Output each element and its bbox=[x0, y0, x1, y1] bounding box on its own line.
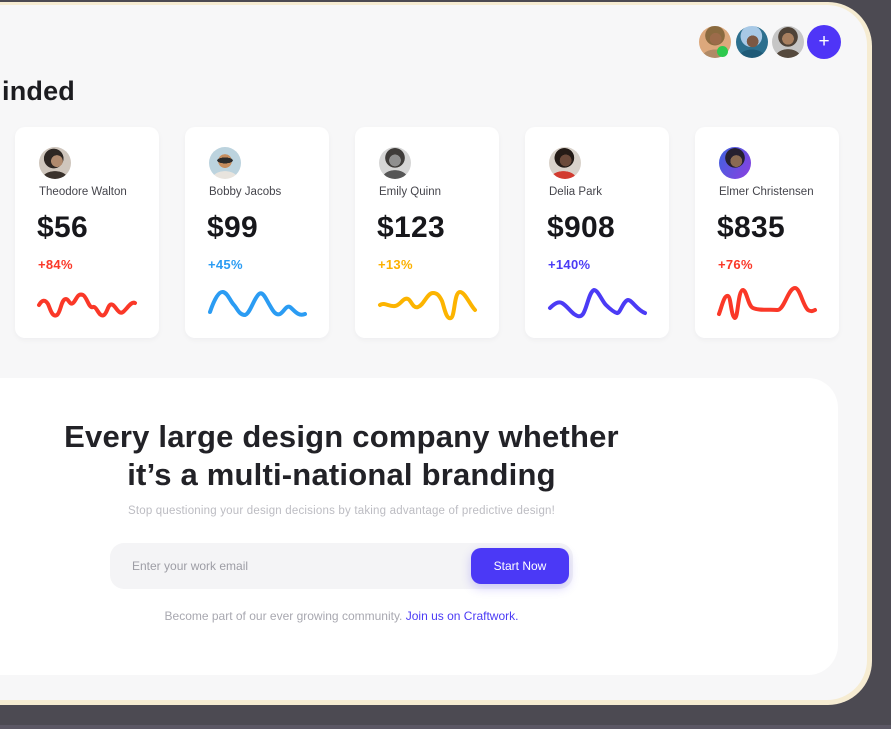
stat-card-bobby-jacobs[interactable]: Bobby Jacobs $99 +45% bbox=[185, 127, 329, 338]
stat-card-delia-park[interactable]: Delia Park $908 +140% bbox=[525, 127, 669, 338]
plus-icon: + bbox=[818, 31, 830, 52]
hero-footer: Become part of our ever growing communit… bbox=[0, 609, 838, 623]
card-amount: $123 bbox=[377, 211, 445, 244]
card-user-name: Emily Quinn bbox=[379, 186, 441, 198]
card-user-name: Elmer Christensen bbox=[719, 186, 814, 198]
hero-section: Every large design company whether it’s … bbox=[0, 378, 838, 675]
page-title: inded bbox=[2, 76, 75, 106]
stat-card-elmer-christensen[interactable]: Elmer Christensen $835 +76% bbox=[695, 127, 839, 338]
sparkline-chart bbox=[208, 290, 307, 317]
card-user-name: Bobby Jacobs bbox=[209, 186, 282, 198]
card-change-badge: +76% bbox=[718, 257, 753, 272]
avatar bbox=[549, 147, 581, 179]
card-user-name: Delia Park bbox=[549, 186, 603, 198]
sparkline-chart bbox=[548, 288, 647, 319]
card-change-badge: +84% bbox=[38, 257, 73, 272]
card-amount: $908 bbox=[547, 211, 615, 244]
card-change-badge: +140% bbox=[548, 257, 591, 272]
hero-heading-line2: it’s a multi-national branding bbox=[127, 457, 556, 492]
avatar bbox=[39, 147, 71, 179]
hero-heading: Every large design company whether it’s … bbox=[0, 378, 838, 494]
hero-heading-line1: Every large design company whether bbox=[64, 419, 619, 454]
avatar bbox=[719, 147, 751, 179]
card-amount: $99 bbox=[207, 211, 258, 244]
card-change-badge: +13% bbox=[378, 257, 413, 272]
add-user-button[interactable]: + bbox=[807, 25, 841, 59]
sparkline-chart bbox=[37, 292, 137, 318]
avatar bbox=[379, 147, 411, 179]
online-status-dot bbox=[717, 46, 728, 57]
sparkline-chart bbox=[378, 290, 477, 321]
craftwork-link[interactable]: Join us on Craftwork. bbox=[405, 609, 519, 623]
stat-card-emily-quinn[interactable]: Emily Quinn $123 +13% bbox=[355, 127, 499, 338]
card-amount: $835 bbox=[717, 211, 785, 244]
hero-subtitle: Stop questioning your design decisions b… bbox=[127, 505, 556, 517]
email-signup-bar: Start Now bbox=[110, 543, 573, 589]
start-now-button[interactable]: Start Now bbox=[471, 548, 569, 584]
card-amount: $56 bbox=[37, 211, 88, 244]
header-avatar-2[interactable] bbox=[736, 26, 768, 58]
stat-card-theodore-walton[interactable]: Theodore Walton $56 +84% bbox=[15, 127, 159, 338]
avatar bbox=[209, 147, 241, 179]
sparkline-chart bbox=[717, 286, 817, 320]
footer-text: Become part of our ever growing communit… bbox=[164, 609, 403, 623]
card-change-badge: +45% bbox=[208, 257, 243, 272]
background-bottom-sheet bbox=[0, 725, 891, 729]
header-avatar-3[interactable] bbox=[772, 26, 804, 58]
card-user-name: Theodore Walton bbox=[39, 186, 127, 198]
